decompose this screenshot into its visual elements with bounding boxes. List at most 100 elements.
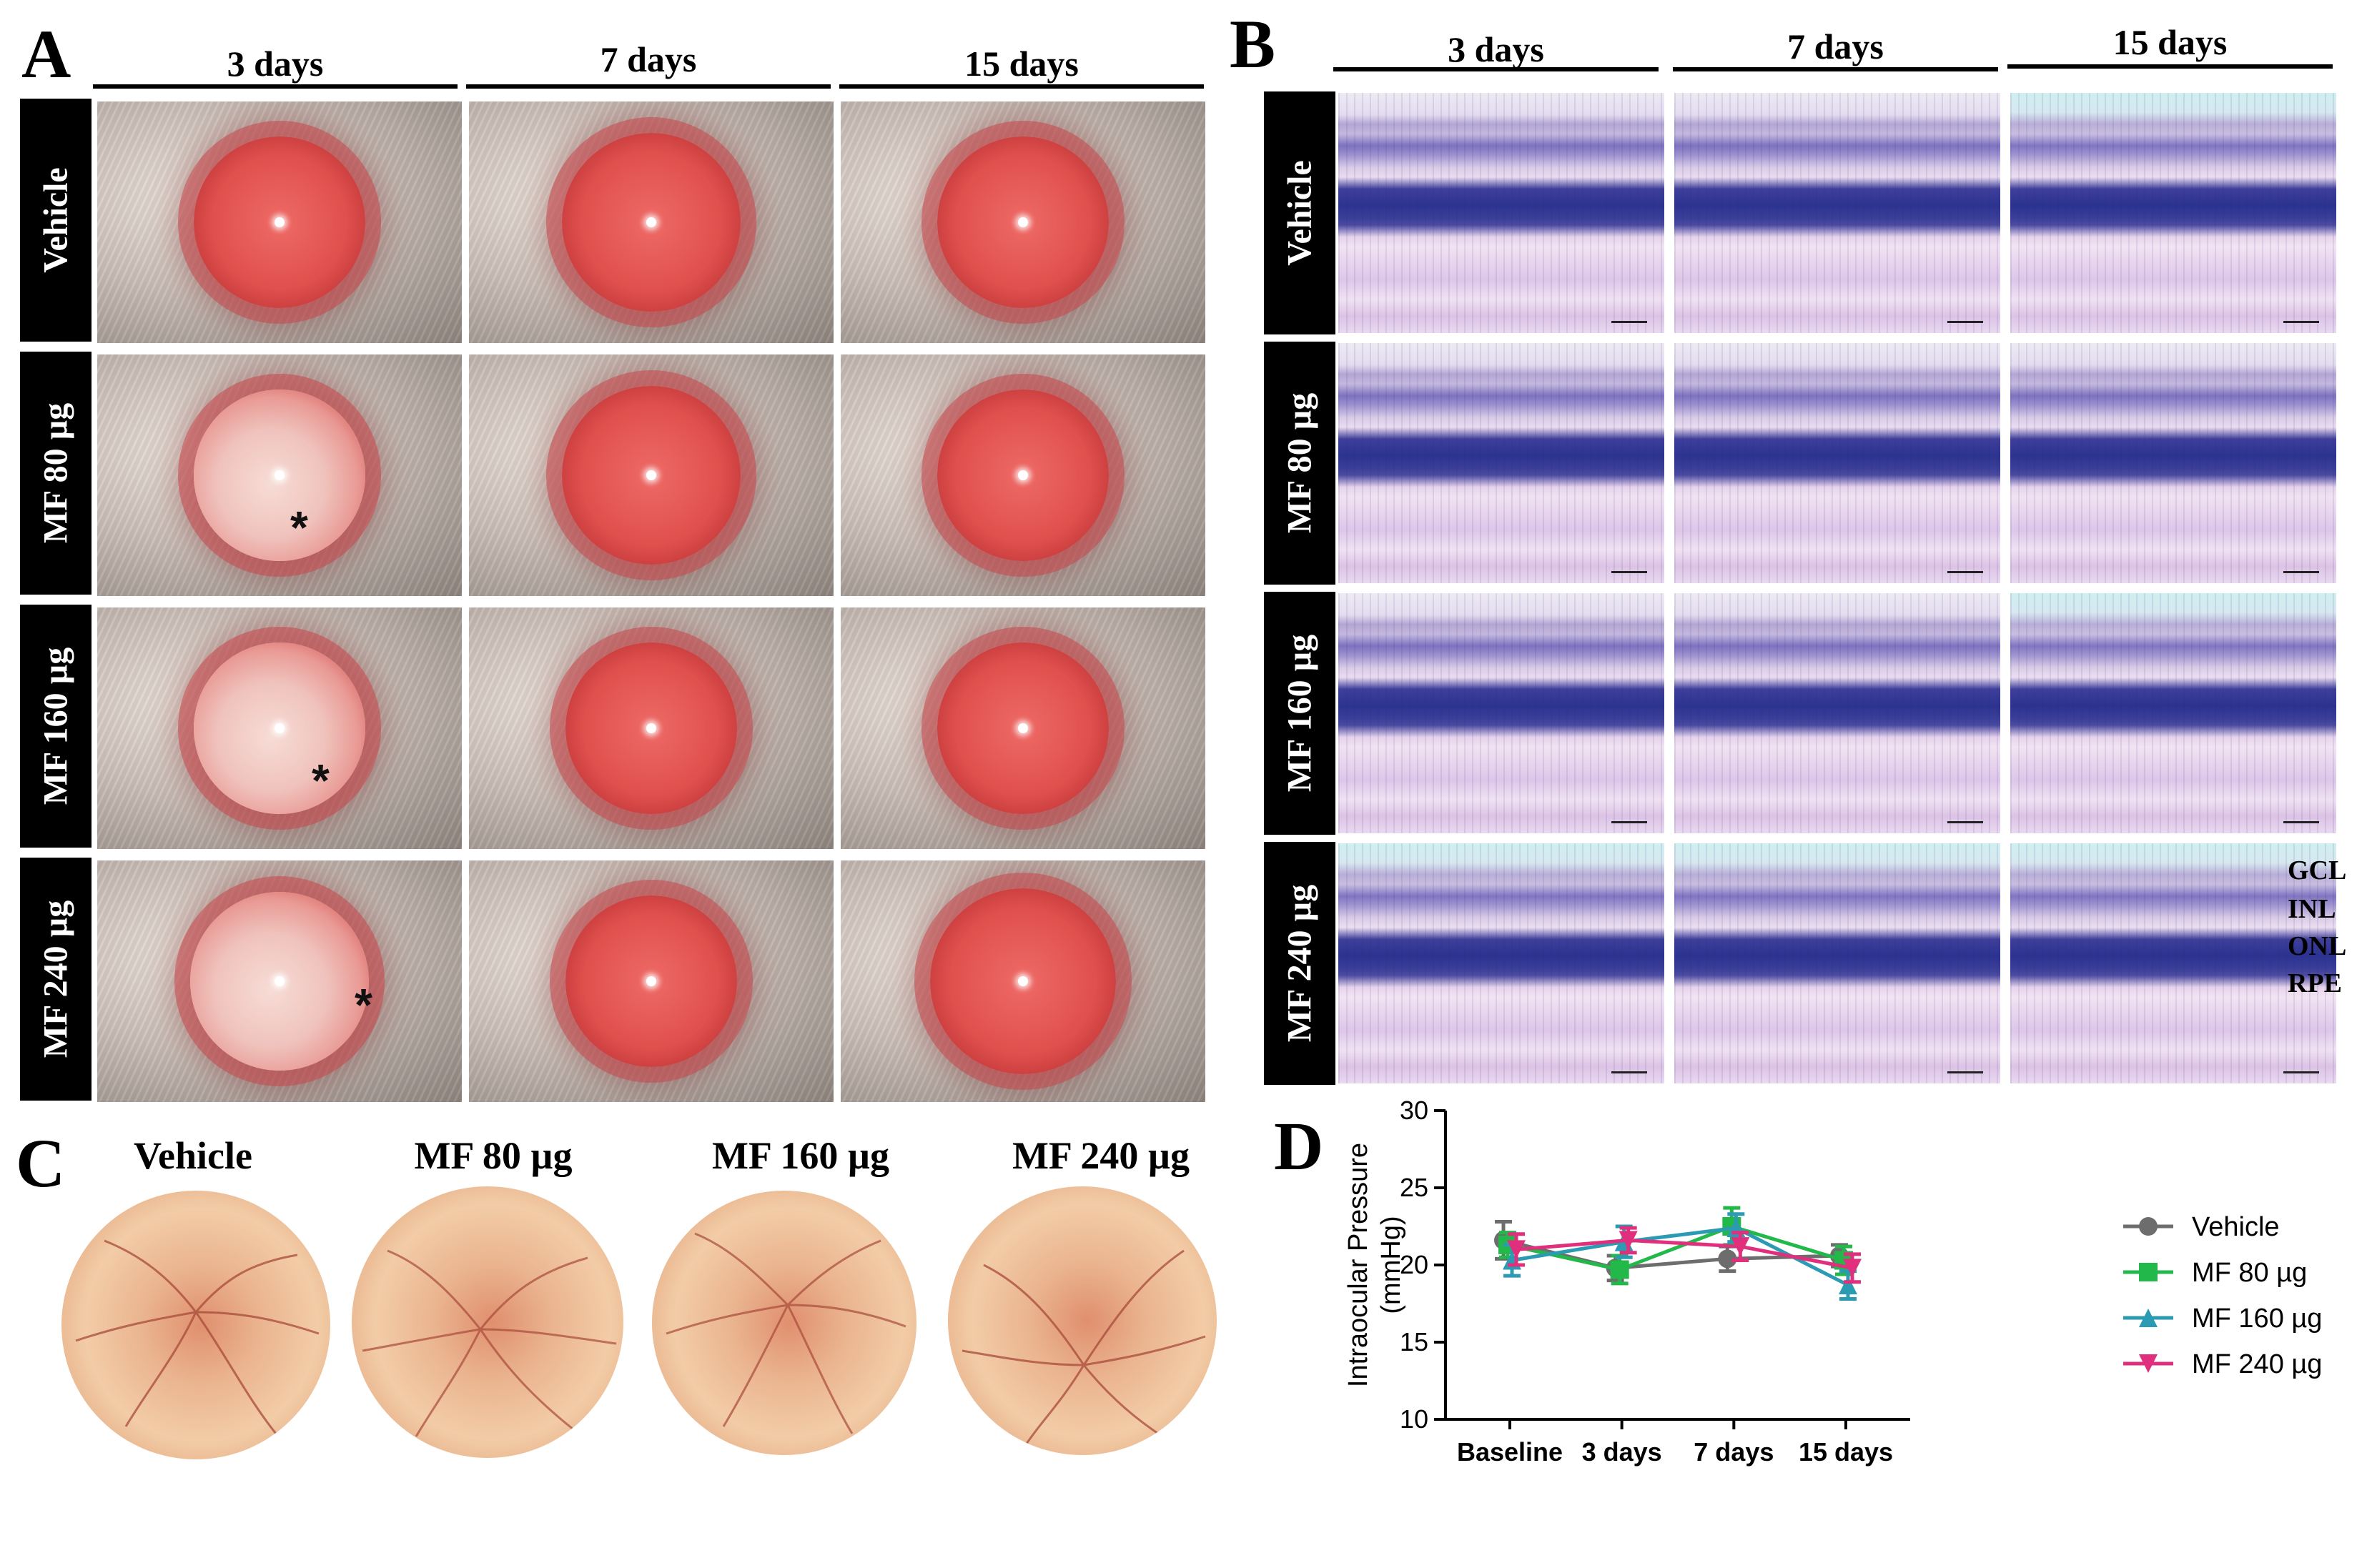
scale-bar: [1611, 321, 1647, 323]
panel-a-column-rule: [839, 84, 1204, 89]
legend-marker: [2139, 1354, 2158, 1373]
eye-lens-cataract: [194, 642, 365, 814]
eye-lens: [565, 642, 737, 814]
histology-image: [1338, 343, 1664, 583]
scale-bar: [2283, 821, 2319, 823]
light-reflex: [1018, 470, 1028, 480]
fundus-vessels: [75, 1239, 320, 1434]
panel-b-row-label: MF 240 µg: [1264, 842, 1335, 1085]
panel-b-column-header: 3 days: [1448, 29, 1544, 69]
fundus-image: [61, 1191, 330, 1459]
fundus-vessels: [362, 1249, 617, 1437]
panel-a-column-rule: [93, 84, 458, 89]
panel-a-row-label: MF 240 µg: [20, 858, 92, 1101]
histology-image: [1674, 843, 2000, 1083]
panel-a-column-header: 3 days: [227, 44, 324, 84]
layer-label-gcl: GCL: [2288, 855, 2347, 885]
light-reflex: [1018, 217, 1028, 227]
fundus-image: [352, 1186, 623, 1458]
histology-image: [1338, 93, 1664, 333]
y-tick-label: 25: [1400, 1173, 1428, 1202]
x-tick-label: 7 days: [1694, 1437, 1774, 1467]
data-point: [1507, 1240, 1526, 1259]
panel-a-row-label: Vehicle: [20, 99, 92, 342]
iop-line-chart: 10 15 20 25 30 Baseline 3 days 7 days 15 days Int…: [1343, 1096, 2322, 1467]
cataract-marker: *: [355, 979, 372, 1031]
x-tick-label: Baseline: [1457, 1437, 1563, 1467]
scale-bar: [1611, 821, 1647, 823]
panel-a-letter: A: [21, 16, 71, 92]
legend-marker: [2139, 1309, 2158, 1327]
x-tick-label: 15 days: [1799, 1437, 1893, 1467]
scale-bar: [2283, 1071, 2319, 1073]
data-point: [1619, 1231, 1638, 1250]
panel-a-column-rule: [466, 84, 831, 89]
panel-b-row-label-text: MF 240 µg: [1280, 884, 1319, 1043]
y-axis-title: Intraocular Pressure: [1343, 1143, 1373, 1387]
histology-image: [1338, 593, 1664, 833]
panel-a-row-label-text: Vehicle: [36, 167, 75, 273]
eye-lens: [937, 642, 1109, 814]
histology-image: [1674, 593, 2000, 833]
eye-lens: [930, 888, 1116, 1074]
data-point: [1731, 1237, 1750, 1256]
histology-image: [2010, 343, 2336, 583]
panel-b-row-label: MF 80 µg: [1264, 342, 1335, 585]
fundus-image: [652, 1191, 916, 1455]
panel-a-column-header: 15 days: [964, 44, 1079, 84]
eye-photo: [841, 101, 1205, 343]
panel-b-row-label-text: Vehicle: [1280, 160, 1319, 266]
scale-bar: [1611, 571, 1647, 573]
eye-photo: [841, 860, 1205, 1102]
histology-image: [1338, 843, 1664, 1083]
legend-label: MF 80 µg: [2192, 1258, 2307, 1288]
panel-a-row-label-text: MF 160 µg: [36, 647, 75, 805]
light-reflex: [275, 723, 285, 733]
data-point: [1839, 1276, 1857, 1295]
y-axis-title: (mmHg): [1376, 1216, 1406, 1314]
scale-bar: [2283, 571, 2319, 573]
legend-label: MF 240 µg: [2192, 1349, 2322, 1379]
panel-b-column-header: 15 days: [2112, 22, 2228, 62]
scale-bar: [1947, 821, 1983, 823]
eye-photo: [841, 607, 1205, 849]
panel-d-letter: D: [1274, 1108, 1324, 1184]
light-reflex: [1018, 723, 1028, 733]
fundus-label: Vehicle: [134, 1134, 252, 1177]
eye-lens: [194, 137, 365, 308]
data-point: [1718, 1249, 1737, 1269]
panel-a-row-label: MF 80 µg: [20, 352, 92, 595]
legend-label: Vehicle: [2192, 1212, 2280, 1242]
y-tick-label: 15: [1400, 1327, 1428, 1356]
eye-lens: [562, 133, 741, 312]
fundus-label: MF 240 µg: [1012, 1134, 1190, 1177]
panel-a-row-label-text: MF 240 µg: [36, 900, 75, 1058]
histology-image: [1674, 93, 2000, 333]
eye-photo: *: [97, 607, 462, 849]
fundus-label: MF 160 µg: [711, 1134, 890, 1177]
panel-b-row-label: MF 160 µg: [1264, 592, 1335, 835]
light-reflex: [1018, 976, 1028, 986]
eye-lens-cataract: [190, 892, 369, 1071]
light-reflex: [646, 976, 656, 986]
histology-image: [2010, 93, 2336, 333]
fundus-image: [948, 1186, 1217, 1455]
panel-b-row-label-text: MF 80 µg: [1280, 392, 1319, 534]
layer-label-inl: INL: [2288, 894, 2336, 924]
panel-a-row-label: MF 160 µg: [20, 605, 92, 848]
data-point: [1843, 1259, 1862, 1278]
scale-bar: [1947, 321, 1983, 323]
fundus-vessels: [666, 1232, 906, 1434]
y-tick-label: 30: [1400, 1096, 1428, 1125]
cataract-marker: *: [290, 502, 308, 553]
panel-b-column-rule: [1333, 67, 1659, 71]
panel-b-row-label-text: MF 160 µg: [1280, 634, 1319, 793]
panel-a-row-label-text: MF 80 µg: [36, 402, 75, 544]
scale-bar: [1611, 1071, 1647, 1073]
light-reflex: [275, 470, 285, 480]
histology-image: [2010, 843, 2336, 1083]
eye-lens: [565, 895, 737, 1067]
fundus-label: MF 80 µg: [414, 1134, 573, 1177]
histology-image: [2010, 593, 2336, 833]
panel-b-row-label: Vehicle: [1264, 91, 1335, 334]
